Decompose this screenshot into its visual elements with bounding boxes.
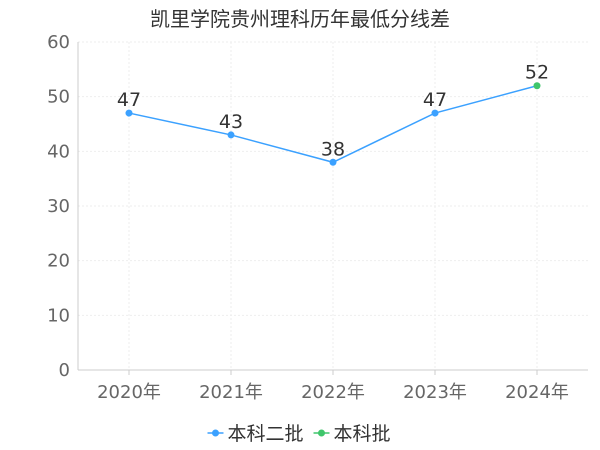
legend-marker-dot [212, 429, 219, 437]
legend-item[interactable]: 本科批 [313, 423, 391, 445]
data-label: 52 [525, 62, 549, 84]
data-label: 47 [117, 89, 141, 111]
y-tick-label: 40 [47, 141, 70, 162]
y-tick-label: 20 [47, 251, 70, 272]
axes: 0 10 20 30 40 50 60 2020年 2021年 2022年 2023年 2024年 [47, 32, 588, 403]
x-tick-label: 2023年 [403, 382, 467, 403]
y-tick-label: 50 [47, 87, 70, 108]
data-label: 47 [423, 89, 447, 111]
legend-label: 本科批 [334, 423, 391, 445]
x-tick-label: 2024年 [505, 382, 569, 403]
x-tick-label: 2022年 [301, 382, 365, 403]
series-group [125, 82, 541, 166]
data-point[interactable] [431, 109, 439, 117]
legend[interactable]: 本科二批 本科批 [207, 423, 391, 445]
y-tick-label: 10 [47, 305, 70, 326]
y-tick-label: 30 [47, 196, 70, 217]
x-tick-label: 2021年 [199, 382, 263, 403]
grid-lines [78, 41, 588, 370]
y-tick-label: 0 [59, 360, 70, 381]
data-point[interactable] [533, 82, 541, 90]
data-label: 43 [219, 111, 243, 133]
legend-marker-dot [318, 429, 325, 437]
y-tick-label: 60 [47, 32, 70, 53]
data-point[interactable] [125, 109, 133, 117]
legend-label: 本科二批 [228, 423, 304, 445]
chart-title: 凯里学院贵州理科历年最低分线差 [150, 7, 450, 31]
data-point[interactable] [329, 158, 337, 166]
x-tick-label: 2020年 [97, 382, 161, 403]
legend-item[interactable]: 本科二批 [207, 423, 304, 445]
data-label: 38 [321, 138, 345, 160]
data-point[interactable] [227, 131, 235, 139]
data-labels: 47 43 38 47 52 [117, 62, 549, 161]
